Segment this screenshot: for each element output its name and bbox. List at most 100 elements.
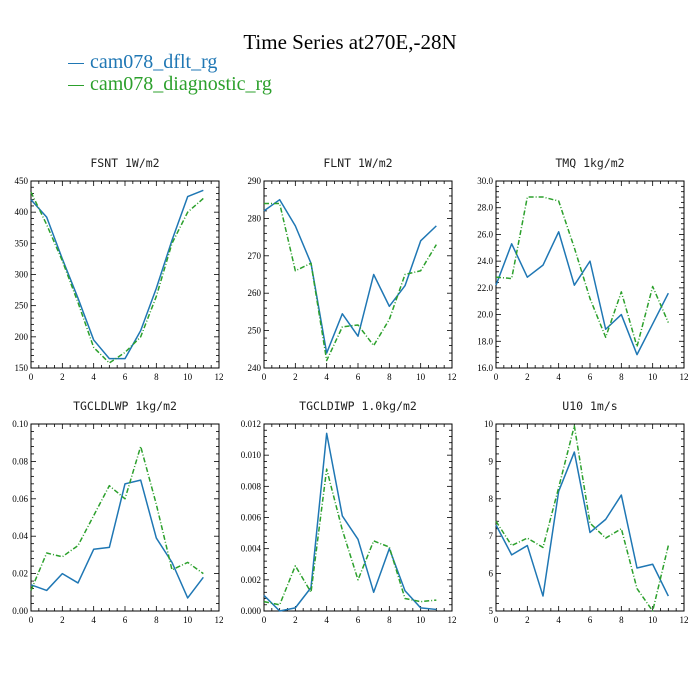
series-line-diagnostic [30, 445, 204, 591]
y-tick-label: 16.0 [477, 363, 493, 373]
panel-3: TMQ 1kg/m2 0 2 4 6 8 10 12 16.0 18.0 20.0 22.0 24.0 2… [477, 156, 688, 382]
y-tick-label: 450 [15, 176, 29, 186]
series-line-dflt [495, 451, 670, 597]
x-tick-label: 6 [588, 372, 593, 382]
y-tick-label: 400 [15, 207, 29, 217]
x-tick-label: 4 [91, 615, 96, 625]
x-tick-label: 8 [619, 372, 624, 382]
y-tick-label: 200 [15, 332, 29, 342]
x-tick-label: 4 [324, 615, 329, 625]
x-tick-label: 10 [416, 372, 426, 382]
x-tick-label: 8 [619, 615, 624, 625]
panel-title: TMQ 1kg/m2 [555, 156, 624, 170]
legend-label-dflt: cam078_dflt_rg [90, 51, 218, 73]
y-tick-label: 0.08 [12, 456, 28, 466]
y-tick-label: 28.0 [477, 203, 493, 213]
y-tick-label: 0.008 [241, 481, 262, 491]
x-tick-label: 8 [154, 615, 159, 625]
panel-5: TGCLDIWP 1.0kg/m2 0 2 4 6 8 10 12 0.000 0.002 0.00… [241, 399, 457, 625]
x-tick-label: 10 [183, 615, 193, 625]
y-tick-label: 18.0 [477, 336, 493, 346]
legend-entry-diagnostic: cam078_diagnostic_rg [68, 73, 272, 96]
x-tick-label: 4 [91, 372, 96, 382]
panel-6: U10 1m/s 0 2 4 6 8 10 12 5 6 7 8 9 10 [484, 399, 689, 625]
series-line-dflt [495, 231, 669, 356]
x-tick-label: 0 [29, 615, 34, 625]
x-tick-label: 6 [588, 615, 593, 625]
x-tick-label: 0 [494, 372, 499, 382]
x-tick-label: 12 [448, 372, 457, 382]
y-tick-label: 0.02 [12, 569, 28, 579]
y-tick-label: 8 [489, 494, 494, 504]
y-tick-label: 10 [484, 419, 494, 429]
y-tick-label: 24.0 [477, 256, 493, 266]
panel-title: U10 1m/s [562, 399, 617, 413]
x-tick-label: 10 [648, 615, 658, 625]
x-tick-label: 8 [387, 615, 392, 625]
y-tick-label: 350 [15, 238, 29, 248]
x-tick-label: 2 [293, 615, 298, 625]
y-tick-label: 0.04 [12, 531, 28, 541]
x-tick-label: 4 [324, 372, 329, 382]
plot-frame [30, 423, 220, 612]
panel-title: TGCLDLWP 1kg/m2 [73, 399, 177, 413]
y-tick-label: 6 [489, 569, 494, 579]
series-line-diagnostic [264, 202, 437, 362]
series-line-dflt [263, 198, 437, 354]
x-tick-label: 6 [356, 615, 361, 625]
x-tick-label: 12 [215, 372, 224, 382]
y-tick-label: 20.0 [477, 310, 493, 320]
x-tick-label: 10 [648, 372, 658, 382]
x-tick-label: 2 [525, 615, 530, 625]
x-tick-label: 2 [293, 372, 298, 382]
series-line-diagnostic [263, 468, 437, 606]
x-tick-label: 8 [387, 372, 392, 382]
y-tick-label: 7 [489, 531, 494, 541]
x-tick-label: 12 [448, 615, 457, 625]
y-tick-label: 30.0 [477, 176, 493, 186]
x-tick-label: 2 [60, 372, 65, 382]
series-line-diagnostic [495, 425, 670, 612]
x-tick-label: 0 [494, 615, 499, 625]
x-tick-label: 2 [60, 615, 65, 625]
figure-title: Time Series at270E,-28N [243, 30, 457, 54]
panel-2: FLNT 1W/m2 0 2 4 6 8 10 12 240 250 260 270 280 290 [248, 156, 457, 382]
y-tick-label: 250 [15, 301, 29, 311]
series-line-dflt [263, 432, 437, 612]
x-tick-label: 0 [262, 372, 267, 382]
x-tick-label: 0 [29, 372, 34, 382]
panel-4: TGCLDLWP 1kg/m2 0 2 4 6 8 10 12 0.00 0.02 0.04 0.06… [12, 399, 223, 625]
plot-frame [495, 423, 685, 612]
x-tick-label: 6 [356, 372, 361, 382]
series-line-diagnostic [30, 191, 204, 364]
x-tick-label: 12 [215, 615, 224, 625]
series-line-dflt [30, 479, 204, 599]
x-tick-label: 12 [680, 372, 689, 382]
panel-title: FSNT 1W/m2 [90, 156, 159, 170]
x-tick-label: 10 [416, 615, 426, 625]
x-tick-label: 2 [525, 372, 530, 382]
y-tick-label: 290 [248, 176, 262, 186]
y-tick-label: 0.10 [12, 419, 28, 429]
y-tick-label: 250 [248, 326, 262, 336]
y-tick-label: 0.010 [241, 450, 262, 460]
y-tick-label: 300 [15, 270, 29, 280]
series-line-diagnostic [495, 196, 670, 348]
panel-title: TGCLDIWP 1.0kg/m2 [299, 399, 417, 413]
x-tick-label: 4 [556, 615, 561, 625]
y-tick-label: 270 [248, 251, 262, 261]
y-tick-label: 0.06 [12, 494, 28, 504]
y-tick-label: 9 [489, 456, 494, 466]
y-tick-label: 22.0 [477, 283, 493, 293]
x-tick-label: 8 [154, 372, 159, 382]
y-tick-label: 150 [15, 363, 29, 373]
x-tick-label: 6 [123, 372, 128, 382]
y-tick-label: 0.00 [12, 606, 28, 616]
y-tick-label: 280 [248, 213, 262, 223]
y-tick-label: 240 [248, 363, 262, 373]
y-tick-label: 0.004 [241, 544, 262, 554]
y-tick-label: 0.000 [241, 606, 262, 616]
plot-frame [263, 180, 453, 369]
panel-1: FSNT 1W/m2 0 2 4 6 8 10 12 150 200 250 300 350 400 450 [15, 156, 224, 382]
plot-frame [30, 180, 220, 369]
